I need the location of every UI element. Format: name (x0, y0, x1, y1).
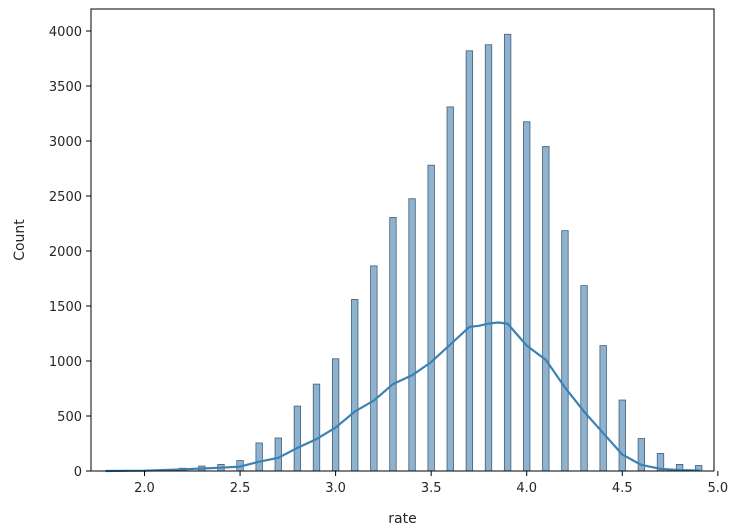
x-tick-label: 5.0 (707, 481, 728, 496)
x-tick-label: 2.0 (134, 481, 155, 496)
y-tick-label: 1000 (49, 355, 82, 370)
x-tick-label: 3.5 (421, 481, 442, 496)
histogram-bar (523, 121, 531, 472)
histogram-bar (293, 405, 302, 472)
histogram-bar (465, 50, 474, 472)
y-tick-label: 4000 (49, 25, 82, 40)
x-tick-label: 3.0 (325, 481, 346, 496)
histogram-bar (446, 106, 454, 472)
y-tick-label: 2500 (49, 190, 82, 205)
x-tick-label: 2.5 (230, 481, 251, 496)
x-tick-label: 4.0 (516, 481, 537, 496)
histogram-bar (561, 230, 569, 472)
histogram-bar (542, 146, 550, 472)
y-tick-label: 500 (57, 410, 82, 425)
histogram-bar (274, 437, 282, 472)
y-tick-label: 0 (74, 465, 82, 480)
y-axis-label: Count (12, 219, 28, 261)
axes (90, 8, 715, 472)
histogram-bar (331, 358, 340, 472)
y-axis-ticks: 0 500 1000 1500 2000 2500 3000 3500 4000 (49, 25, 91, 480)
histogram-bar (312, 383, 321, 472)
histogram-bar (427, 164, 435, 472)
histogram-bar (503, 33, 512, 472)
histogram-bar (580, 285, 588, 472)
y-tick-label: 3500 (49, 80, 82, 95)
histogram-bar (370, 265, 378, 472)
kde-curve-line (105, 321, 700, 473)
histogram-bar (389, 217, 397, 472)
y-tick-label: 1500 (49, 300, 82, 315)
histogram-bar (351, 298, 359, 472)
x-tick-label: 4.5 (612, 481, 633, 496)
histogram-bars (102, 33, 703, 472)
y-tick-label: 2000 (49, 245, 82, 260)
histogram-bar (618, 399, 626, 472)
y-tick-label: 3000 (49, 135, 82, 150)
x-axis-label: rate (388, 511, 416, 527)
plot-frame (90, 8, 715, 472)
histogram-bar (484, 44, 493, 472)
histogram-bar (408, 198, 416, 472)
histogram-bar (599, 345, 607, 472)
x-axis-ticks: 2.0 2.5 3.0 3.5 4.0 4.5 5.0 (134, 471, 728, 496)
histogram-bar (255, 442, 263, 472)
